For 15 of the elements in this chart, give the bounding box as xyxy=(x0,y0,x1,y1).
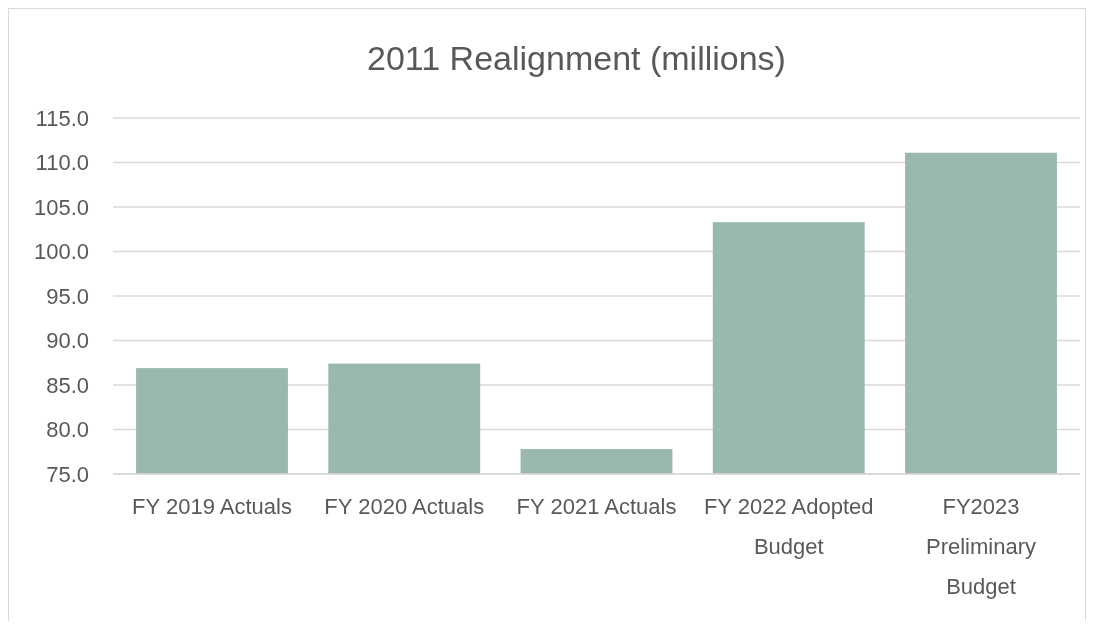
chart-title: 2011 Realignment (millions) xyxy=(367,39,786,77)
y-tick-label: 85.0 xyxy=(46,372,89,398)
y-tick-label: 105.0 xyxy=(33,194,89,220)
y-tick-label: 90.0 xyxy=(46,328,89,354)
x-tick-label: FY 2021 Actuals xyxy=(516,494,677,519)
x-tick-label: FY 2019 Actuals xyxy=(132,494,292,519)
y-tick-label: 110.0 xyxy=(35,150,89,176)
x-tick-label: FY2023 Preliminary Budget xyxy=(925,494,1037,599)
y-tick-label: 100.0 xyxy=(33,239,89,265)
x-tick-label: FY 2022 Adopted Budget xyxy=(703,494,874,559)
y-tick-label: 95.0 xyxy=(46,283,89,309)
y-tick-label: 80.0 xyxy=(46,417,89,443)
y-tick-label: 115.0 xyxy=(35,105,89,131)
y-tick-label: 75.0 xyxy=(46,461,89,487)
x-tick-label: FY 2020 Actuals xyxy=(324,494,485,519)
